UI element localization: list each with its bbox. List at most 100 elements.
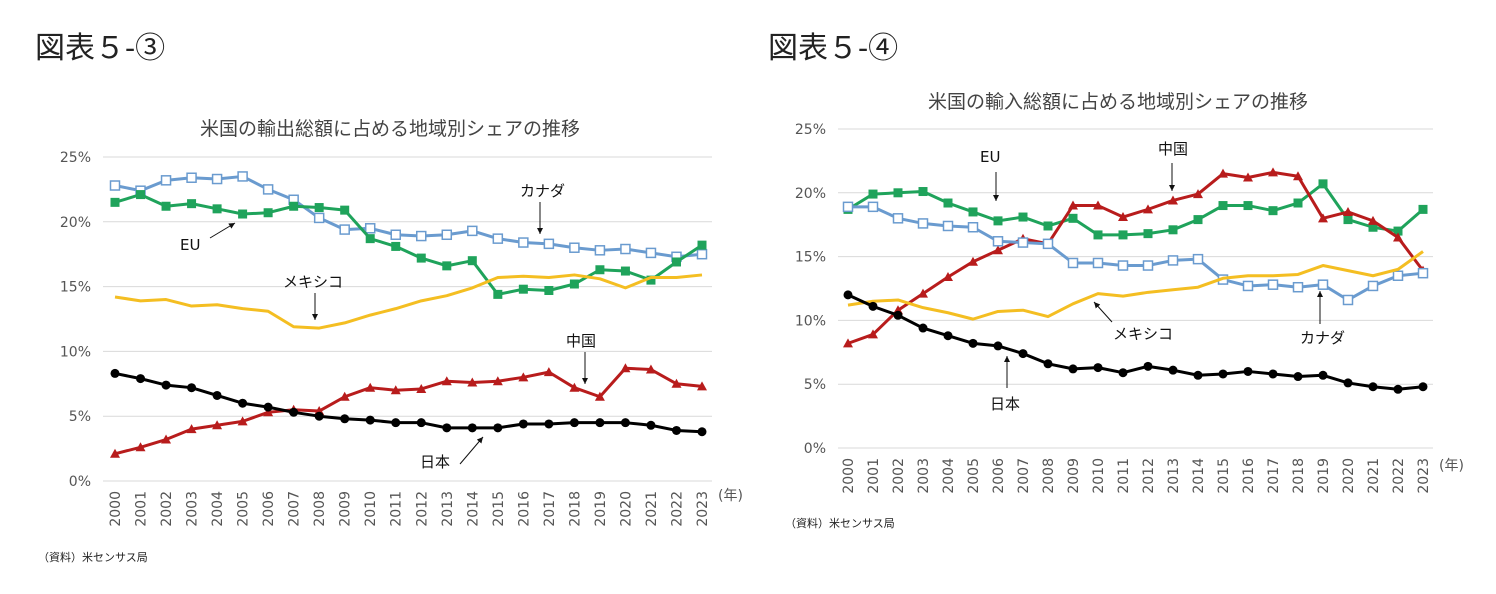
data-point: [569, 242, 580, 253]
data-point: [1093, 230, 1103, 240]
data-point: [1293, 198, 1303, 208]
data-point: [416, 253, 426, 263]
chart-title: 米国の輸入総額に占める地域別シェアの推移: [928, 91, 1308, 113]
data-point: [620, 363, 631, 373]
data-point: [467, 225, 478, 237]
data-point: [1268, 369, 1278, 379]
data-point: [186, 424, 197, 434]
data-point: [697, 240, 707, 250]
data-point: [1043, 221, 1053, 231]
x-tick-label: 2014: [465, 491, 481, 527]
data-point: [1317, 279, 1329, 290]
data-point: [867, 201, 879, 213]
x-tick-label: 2023: [695, 491, 711, 527]
data-point: [1143, 229, 1153, 239]
x-tick-label: 2021: [644, 491, 660, 527]
data-point: [645, 364, 656, 374]
data-point: [1243, 201, 1253, 211]
x-tick-label: 2006: [261, 491, 277, 527]
data-point: [1392, 270, 1404, 281]
data-point: [595, 418, 605, 428]
data-point: [993, 341, 1003, 351]
data-point: [135, 442, 146, 452]
data-point: [1193, 215, 1203, 225]
data-point: [1268, 167, 1278, 177]
data-point: [289, 201, 299, 211]
data-point: [1393, 226, 1403, 236]
x-tick-label: 2016: [1241, 458, 1257, 494]
data-point: [1143, 204, 1153, 214]
series-label: 中国: [566, 332, 596, 350]
data-point: [1342, 294, 1354, 306]
data-point: [620, 243, 631, 255]
data-point: [187, 199, 197, 209]
data-point: [1218, 369, 1228, 379]
x-tick-label: 2013: [440, 491, 456, 527]
x-tick-label: 2004: [210, 491, 226, 527]
x-tick-label: 2001: [866, 458, 882, 494]
data-point: [390, 385, 401, 395]
data-point: [365, 382, 376, 392]
x-tick-label: 2000: [841, 458, 857, 494]
data-point: [442, 261, 452, 271]
data-point: [992, 236, 1004, 247]
data-point: [365, 415, 375, 425]
x-tick-label: 2016: [516, 491, 532, 527]
x-tick-label: 2009: [338, 491, 354, 527]
x-tick-label: 2007: [1016, 458, 1032, 494]
data-point: [1192, 253, 1204, 265]
data-point: [1318, 370, 1328, 380]
data-point: [594, 245, 606, 256]
data-point: [868, 301, 878, 311]
data-point: [968, 207, 978, 217]
data-point: [918, 288, 928, 298]
data-point: [1243, 172, 1253, 182]
data-point: [1068, 213, 1078, 223]
x-tick-label: 2012: [414, 491, 430, 527]
data-point: [340, 205, 350, 215]
data-point: [160, 175, 172, 186]
data-point: [868, 329, 878, 339]
series-4: 日本: [110, 368, 707, 471]
data-point: [868, 189, 878, 199]
series-1: 中国: [843, 140, 1428, 348]
data-point: [1118, 212, 1128, 222]
y-tick-label: 5%: [804, 377, 826, 393]
y-tick-label: 0%: [804, 441, 826, 457]
x-tick-label: 2001: [134, 491, 150, 527]
x-tick-label: 2022: [1391, 458, 1407, 494]
series-line: [114, 273, 703, 330]
data-point: [492, 376, 503, 386]
x-tick-label: 2002: [159, 491, 175, 527]
series-2: メキシコ: [114, 273, 703, 330]
series-0: カナダ: [109, 171, 708, 263]
series-1: EU: [110, 190, 707, 299]
data-point: [696, 248, 708, 260]
x-tick-label: 2007: [287, 491, 303, 527]
data-point: [842, 201, 854, 213]
data-point: [543, 367, 554, 377]
data-point: [1343, 206, 1353, 216]
data-point: [1042, 238, 1054, 250]
chart-2: 図表５-④ 米国の輸入総額に占める地域別シェアの推移 0% 5% 10% 15% 20% 25…: [768, 31, 1464, 530]
x-tick-label: 2005: [236, 491, 252, 527]
data-point: [492, 233, 504, 244]
data-point: [211, 173, 223, 185]
data-point: [1117, 260, 1129, 271]
data-point: [967, 222, 979, 233]
figure-label: 図表５-③: [35, 31, 165, 66]
data-point: [918, 187, 928, 197]
series-label: カナダ: [520, 182, 565, 200]
data-point: [1318, 213, 1328, 223]
chart-1: 図表５-③ 米国の輸出総額に占める地域別シェアの推移 0% 5% 10% 15% 20% 25…: [35, 31, 743, 564]
data-point: [493, 423, 503, 433]
data-point: [1143, 361, 1153, 371]
y-tick-label: 0%: [69, 474, 91, 490]
data-point: [365, 234, 375, 244]
series-line: [847, 250, 1424, 321]
x-tick-label: 2009: [1066, 458, 1082, 494]
data-point: [1017, 237, 1029, 248]
data-point: [1343, 378, 1353, 388]
data-point: [467, 423, 477, 433]
data-point: [1193, 370, 1203, 380]
